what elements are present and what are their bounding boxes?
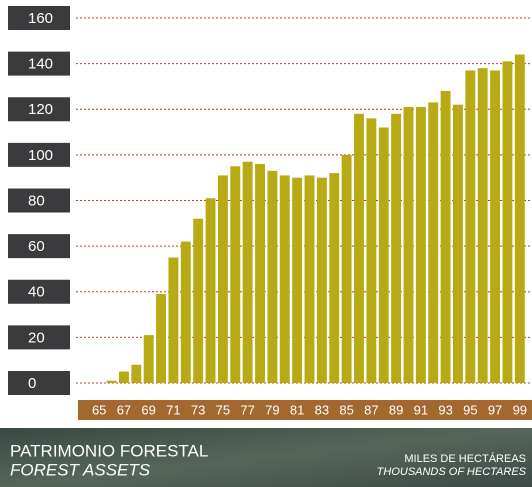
x-tick-label: 71 — [166, 402, 180, 417]
x-tick-label: 65 — [92, 402, 106, 417]
x-tick-label: 97 — [488, 402, 502, 417]
y-tick-box — [8, 371, 70, 395]
bar — [143, 335, 154, 383]
bar — [477, 68, 488, 383]
x-tick-label: 89 — [389, 402, 403, 417]
x-tick-label: 95 — [463, 402, 477, 417]
bar — [329, 173, 340, 383]
y-tick-label: 0 — [28, 375, 36, 392]
bar — [168, 257, 179, 383]
bar — [465, 70, 476, 383]
bar — [292, 177, 303, 383]
y-tick-box — [8, 325, 70, 350]
x-tick-label: 79 — [265, 402, 279, 417]
y-tick-label: 120 — [28, 101, 53, 118]
y-tick-label: 100 — [28, 147, 53, 164]
x-tick-label: 81 — [290, 402, 304, 417]
x-tick-label: 75 — [216, 402, 230, 417]
x-tick-label: 93 — [438, 402, 452, 417]
bar — [391, 113, 402, 383]
y-tick-label: 140 — [28, 56, 53, 73]
banner — [0, 428, 532, 487]
bar — [415, 106, 426, 383]
bar — [354, 113, 364, 383]
bar — [378, 127, 389, 383]
bar — [106, 380, 117, 383]
bar — [205, 198, 216, 383]
bar — [453, 104, 463, 383]
bar — [440, 91, 451, 383]
bar — [242, 161, 253, 383]
bar — [341, 154, 352, 383]
bar — [304, 175, 315, 383]
x-tick-label: 83 — [315, 402, 329, 417]
y-tick-box — [8, 142, 70, 167]
unit-label: MILES DE HECTÁREAS — [404, 452, 526, 465]
x-tick-label: 69 — [141, 402, 155, 417]
x-tick-label: 99 — [513, 402, 527, 417]
y-tick-label: 40 — [28, 284, 45, 301]
y-tick-box — [8, 279, 70, 304]
y-tick-box — [8, 97, 70, 122]
y-tick-label: 80 — [28, 192, 45, 209]
unit-label-en: THOUSANDS OF HECTARES — [377, 466, 527, 478]
bar — [514, 54, 525, 383]
bar — [118, 371, 129, 383]
bar — [156, 294, 166, 383]
bar — [255, 164, 265, 383]
bar — [230, 166, 241, 383]
y-tick-label: 160 — [28, 10, 53, 27]
bar — [279, 175, 290, 383]
x-tick-label: 67 — [117, 402, 131, 417]
bar — [403, 106, 414, 383]
x-tick-label: 87 — [364, 402, 378, 417]
bar — [217, 175, 228, 383]
bar — [180, 241, 191, 383]
y-tick-label: 60 — [28, 238, 45, 255]
y-tick-box — [8, 188, 70, 213]
bar — [316, 177, 327, 383]
y-tick-box — [8, 6, 70, 30]
bar — [131, 364, 142, 383]
x-tick-label: 77 — [240, 402, 254, 417]
x-tick-label: 73 — [191, 402, 205, 417]
bar — [366, 118, 377, 383]
bar — [490, 70, 501, 383]
y-tick-box — [8, 234, 70, 259]
bar — [267, 170, 278, 383]
bar — [193, 218, 204, 383]
bar — [502, 61, 513, 383]
y-tick-box — [8, 51, 70, 76]
x-tick-label: 91 — [414, 402, 428, 417]
x-tick-label: 85 — [339, 402, 353, 417]
chart-subtitle: FOREST ASSETS — [10, 460, 151, 479]
bar — [428, 102, 439, 383]
y-tick-label: 20 — [28, 329, 45, 346]
x-axis-band — [78, 400, 532, 420]
chart-title: PATRIMONIO FORESTAL — [10, 441, 208, 460]
